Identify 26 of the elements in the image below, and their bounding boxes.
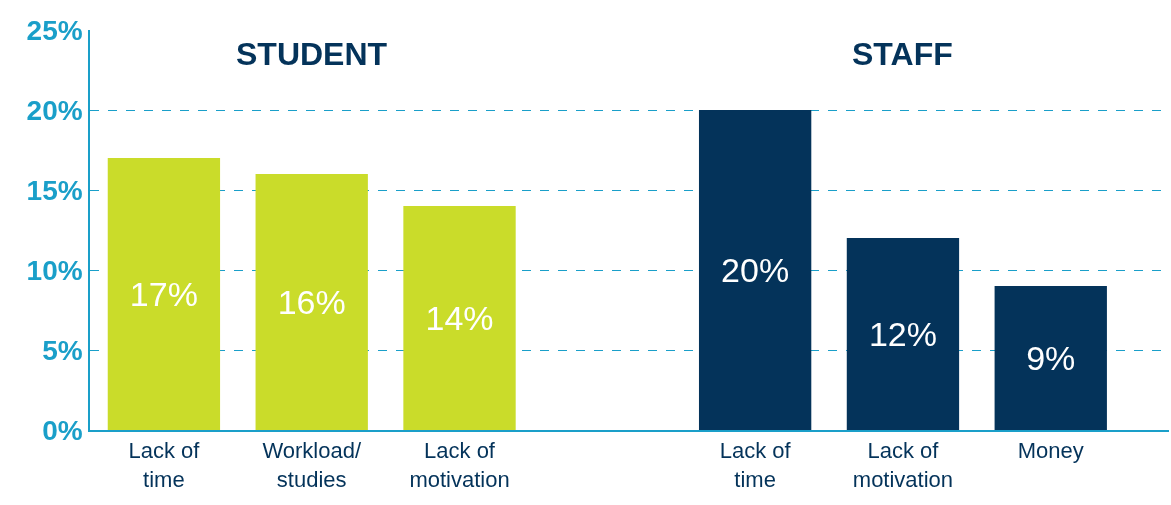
- y-tick-label: 25%: [26, 14, 83, 46]
- bar: [107, 158, 221, 430]
- annotation: STAFF: [852, 36, 953, 72]
- x-tick-label: Money: [1017, 438, 1084, 464]
- bar: [403, 206, 516, 430]
- x-tick-label: Lack of time: [128, 438, 201, 492]
- x-tick-label: Workload/ studies: [262, 438, 362, 492]
- data-label: 12%: [868, 315, 937, 353]
- data-label: 16%: [277, 283, 346, 321]
- annotation: STUDENT: [236, 36, 388, 72]
- data-label: 17%: [129, 275, 198, 313]
- data-label: 9%: [1026, 339, 1076, 377]
- x-tick-label: Lack of time: [719, 438, 792, 492]
- bar: [846, 238, 960, 430]
- y-tick-label: 15%: [26, 174, 83, 206]
- data-label: 20%: [721, 251, 790, 289]
- y-tick-label: 0%: [42, 414, 83, 446]
- y-tick-label: 20%: [26, 94, 83, 126]
- data-label: 14%: [425, 299, 494, 337]
- x-tick-label: Lack of motivation: [409, 438, 510, 492]
- x-tick-label: Lack of motivation: [852, 438, 954, 492]
- bar: [698, 110, 812, 430]
- bar: [255, 174, 368, 430]
- bar: [994, 286, 1107, 430]
- y-tick-label: 5%: [42, 334, 83, 366]
- y-tick-label: 10%: [26, 254, 83, 286]
